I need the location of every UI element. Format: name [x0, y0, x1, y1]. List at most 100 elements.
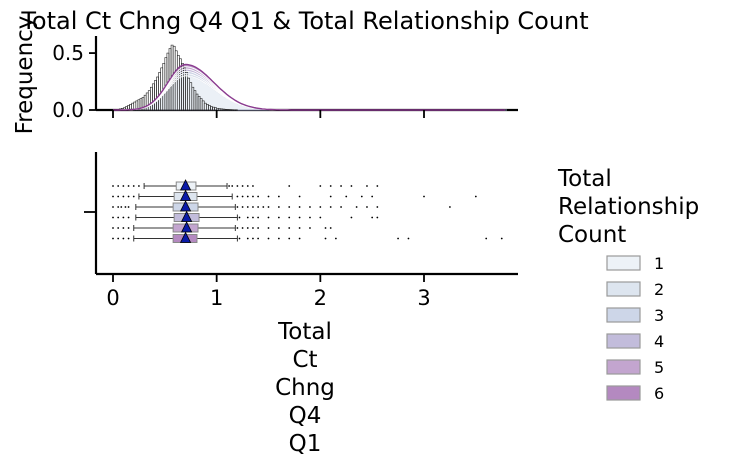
- outlier-point: [309, 216, 311, 219]
- outlier-point: [355, 206, 358, 208]
- outlier-point: [117, 216, 120, 219]
- outlier-point: [345, 195, 348, 198]
- outlier-point: [366, 185, 368, 187]
- x-tick-label: 1: [210, 286, 223, 310]
- outlier-point: [298, 216, 301, 219]
- outlier-point: [246, 237, 249, 240]
- outlier-point: [329, 206, 332, 208]
- outlier-point: [267, 195, 270, 198]
- outlier-point: [117, 237, 120, 240]
- outlier-point: [319, 185, 322, 187]
- legend-label-6: 6: [654, 384, 664, 403]
- outlier-point: [324, 227, 327, 229]
- outlier-point: [376, 206, 379, 208]
- outlier-point: [132, 195, 135, 198]
- legend-label-2: 2: [654, 280, 664, 299]
- legend-label-3: 3: [654, 306, 664, 325]
- legend-swatch-5: [606, 359, 641, 375]
- outlier-point: [117, 227, 120, 229]
- outlier-point: [122, 227, 125, 229]
- x-tick-label: 2: [314, 286, 327, 310]
- outlier-point: [112, 206, 114, 208]
- outlier-point: [117, 195, 120, 198]
- outlier-point: [246, 185, 249, 187]
- outlier-point: [122, 237, 125, 240]
- outlier-point: [288, 216, 291, 219]
- outlier-point: [252, 216, 254, 219]
- hist-y-tick-label: 0.0: [52, 98, 84, 122]
- outlier-point: [267, 227, 270, 229]
- outlier-point: [360, 195, 363, 198]
- outlier-point: [124, 206, 127, 208]
- legend-swatch-3: [606, 307, 641, 323]
- legend-title-line: Count: [558, 222, 626, 248]
- outlier-point: [252, 227, 254, 229]
- outlier-point: [112, 216, 114, 219]
- outlier-point: [241, 185, 244, 187]
- outlier-point: [252, 195, 254, 198]
- outlier-point: [376, 185, 379, 187]
- outlier-point: [262, 206, 265, 208]
- outlier-point: [257, 237, 260, 240]
- mean-marker: [180, 221, 193, 233]
- outlier-point: [238, 237, 241, 240]
- hist-y-tick-label: 0.5: [52, 41, 84, 65]
- outlier-point: [288, 185, 291, 187]
- outlier-point: [449, 206, 451, 208]
- outlier-point: [485, 237, 488, 240]
- outlier-point: [127, 206, 130, 208]
- outlier-point: [236, 185, 239, 187]
- legend-label-1: 1: [654, 254, 664, 273]
- outlier-point: [231, 185, 234, 187]
- outlier-point: [257, 195, 260, 198]
- outlier-point: [267, 206, 270, 208]
- outlier-point: [252, 237, 254, 240]
- outlier-point: [117, 185, 120, 187]
- outlier-point: [257, 227, 260, 229]
- outlier-point: [236, 227, 239, 229]
- outlier-point: [350, 216, 353, 219]
- x-axis-label-line: Chng: [275, 375, 335, 401]
- legend-swatch-4: [606, 333, 641, 349]
- outlier-point: [112, 185, 114, 187]
- outlier-point: [474, 195, 477, 198]
- outlier-point: [122, 195, 125, 198]
- x-tick-label: 0: [106, 286, 119, 310]
- chart-title: Total Ct Chng Q4 Q1 & Total Relationship…: [20, 7, 588, 35]
- outlier-point: [127, 227, 130, 229]
- x-axis-label-line: Total: [277, 319, 332, 345]
- outlier-point: [334, 237, 337, 240]
- outlier-point: [127, 195, 130, 198]
- x-axis: 0 1 2 3: [106, 110, 431, 310]
- outlier-point: [127, 216, 130, 219]
- outlier-point: [112, 237, 114, 240]
- outlier-point: [112, 195, 114, 198]
- outlier-point: [117, 206, 120, 208]
- outlier-point: [397, 237, 399, 240]
- outlier-point: [257, 216, 260, 219]
- outlier-point: [122, 185, 125, 187]
- outlier-point: [277, 237, 280, 240]
- outlier-point: [288, 227, 291, 229]
- outlier-point: [298, 206, 301, 208]
- outlier-point: [277, 227, 280, 229]
- x-axis-label-line: Q4: [289, 403, 322, 429]
- outlier-point: [329, 185, 332, 187]
- outlier-point: [236, 195, 239, 198]
- outlier-point: [324, 237, 327, 240]
- outlier-point: [246, 206, 249, 208]
- outlier-point: [329, 227, 332, 229]
- hist-y-axis-label: Frequency: [12, 16, 38, 135]
- mean-marker: [179, 231, 192, 243]
- mean-marker: [179, 200, 192, 212]
- outlier-point: [371, 216, 374, 219]
- outlier-point: [236, 206, 239, 208]
- outlier-point: [350, 185, 353, 187]
- outlier-point: [319, 206, 322, 208]
- legend-title-line: Total: [557, 166, 612, 192]
- outlier-point: [277, 206, 280, 208]
- outlier-point: [309, 206, 311, 208]
- outlier-point: [298, 237, 301, 240]
